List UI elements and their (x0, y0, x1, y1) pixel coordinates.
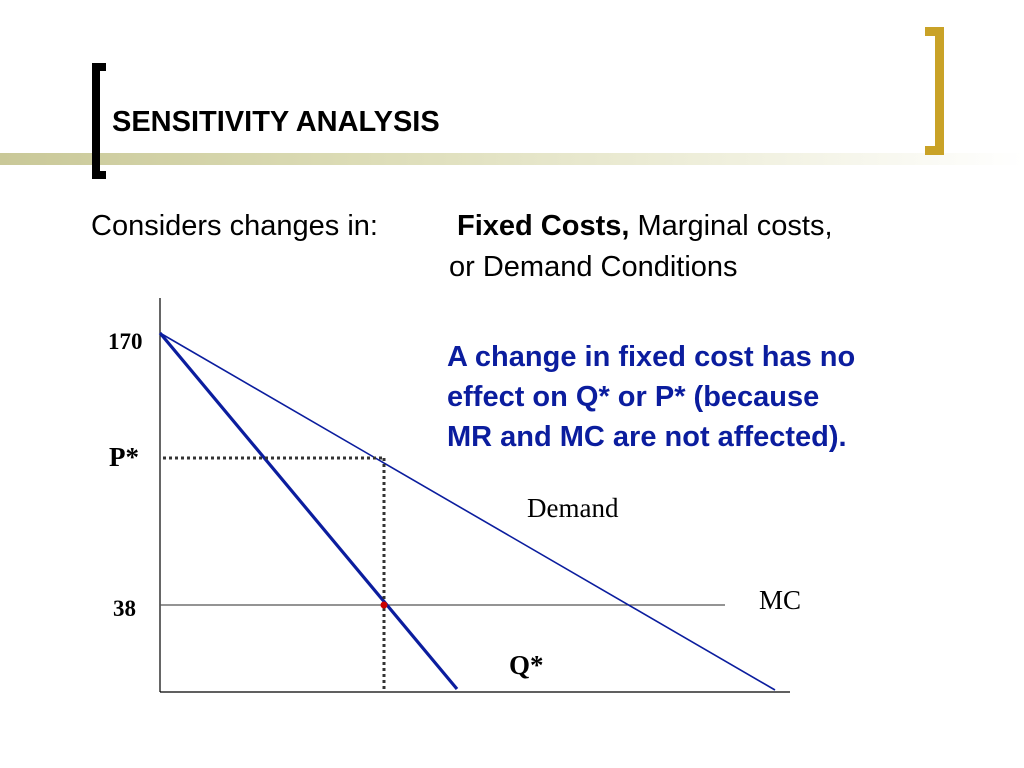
slide-title: SENSITIVITY ANALYSIS (112, 106, 440, 138)
mr-line (158, 331, 459, 691)
subtitle-marginal-costs: Marginal costs, (629, 210, 833, 242)
mc-label: MC (759, 585, 802, 615)
y-tick-170: 170 (108, 329, 143, 354)
subtitle-lead: Considers changes in: (91, 210, 378, 242)
note-line-1: A change in fixed cost has no (447, 341, 856, 373)
demand-line (159, 332, 776, 691)
note-line-3: MR and MC are not affected). (447, 421, 847, 453)
title-underline-band (0, 153, 1024, 165)
y-tick-38: 38 (113, 596, 136, 621)
subtitle-fixed-costs: Fixed Costs, (457, 210, 630, 242)
qstar-label: Q* (509, 650, 544, 680)
subtitle-demand-conditions: or Demand Conditions (449, 251, 738, 283)
demand-label: Demand (527, 493, 619, 523)
right-bracket-decoration (925, 27, 944, 155)
fixed-cost-note: A change in fixed cost has no effect on … (447, 337, 967, 457)
y-tick-pstar: P* (109, 442, 139, 472)
note-line-2: effect on Q* or P* (because (447, 381, 820, 413)
left-bracket-decoration (92, 63, 106, 179)
subtitle-changes: Fixed Costs, Marginal costs, (457, 210, 833, 243)
mr-mc-intersection-point (380, 601, 388, 609)
